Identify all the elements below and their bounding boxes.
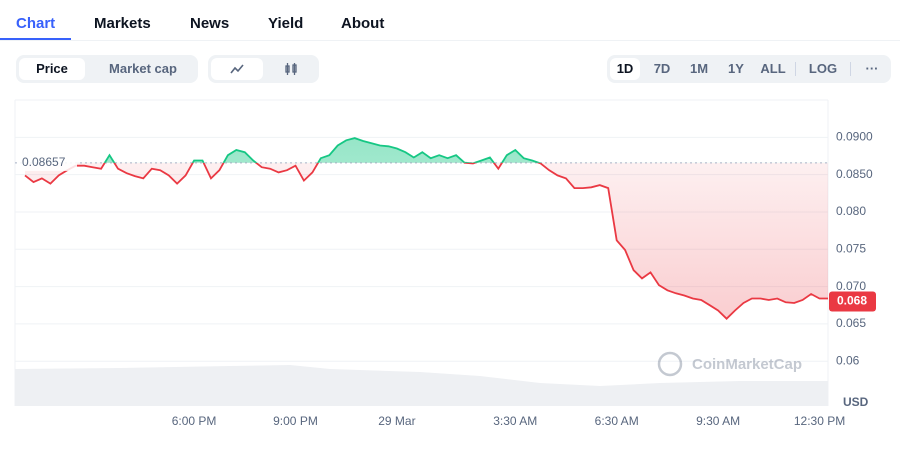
price-line-down: [24, 162, 828, 320]
y-tick-label: 0.065: [836, 316, 866, 330]
reference-label: 0.08657: [22, 155, 66, 169]
toggle-button[interactable]: Market cap: [109, 61, 177, 76]
more-button[interactable]: ···: [865, 61, 879, 76]
x-tick-label: 9:00 PM: [273, 414, 318, 428]
range-button[interactable]: 1M: [689, 61, 709, 76]
current-price-label: 0.068: [837, 294, 867, 308]
x-tick-label: 9:30 AM: [696, 414, 740, 428]
tab[interactable]: Chart: [0, 15, 72, 40]
y-tick-label: 0.080: [836, 204, 866, 218]
toggle-button[interactable]: Price: [19, 58, 85, 80]
plot-layer: 0.06 0.065 0.070 0.075 0.080 0.0850 0.0900 6:00…: [15, 129, 876, 428]
range-button[interactable]: ALL: [760, 61, 786, 76]
y-tick-label: 0.075: [836, 241, 866, 255]
top-nav: Chart Markets News Yield About: [0, 0, 900, 41]
divider: [795, 62, 796, 76]
area-down: [25, 162, 828, 319]
y-tick-label: 0.0850: [836, 167, 873, 181]
y-tick-label: 0.06: [836, 353, 860, 367]
watermark: CoinMarketCap: [657, 351, 802, 377]
candle-style-button[interactable]: [266, 58, 316, 80]
chart-style-group: [208, 55, 319, 83]
reference-label-bg: [17, 154, 77, 171]
tab[interactable]: Yield: [268, 15, 304, 32]
line-style-button[interactable]: [211, 58, 263, 80]
x-tick-label: 29 Mar: [378, 414, 415, 428]
range-button[interactable]: 1D: [610, 58, 640, 80]
tab[interactable]: About: [341, 15, 385, 32]
x-tick-label: 6:00 PM: [172, 414, 217, 428]
log-button[interactable]: LOG: [808, 61, 838, 76]
y-unit: USD: [843, 395, 869, 409]
current-price-box: [829, 291, 876, 312]
x-tick-label: 3:30 AM: [493, 414, 537, 428]
range-group: 1D 7D 1M 1Y ALL LOG ···: [607, 55, 891, 83]
x-tick-label: 12:30 PM: [794, 414, 845, 428]
divider: [850, 62, 851, 76]
watermark-text: CoinMarketCap: [692, 356, 802, 373]
y-tick-label: 0.0900: [836, 129, 873, 143]
range-button[interactable]: 7D: [653, 61, 671, 76]
toggle-group: Price Market cap: [16, 55, 198, 83]
candle-icon: [285, 63, 297, 75]
tab[interactable]: Markets: [94, 15, 151, 32]
x-tick-label: 6:30 AM: [595, 414, 639, 428]
price-line-up: [103, 137, 542, 163]
line-icon: [230, 64, 244, 74]
y-tick-label: 0.070: [836, 279, 866, 293]
range-button[interactable]: 1Y: [728, 61, 744, 76]
volume-area: [15, 365, 828, 406]
tab[interactable]: News: [190, 15, 230, 32]
